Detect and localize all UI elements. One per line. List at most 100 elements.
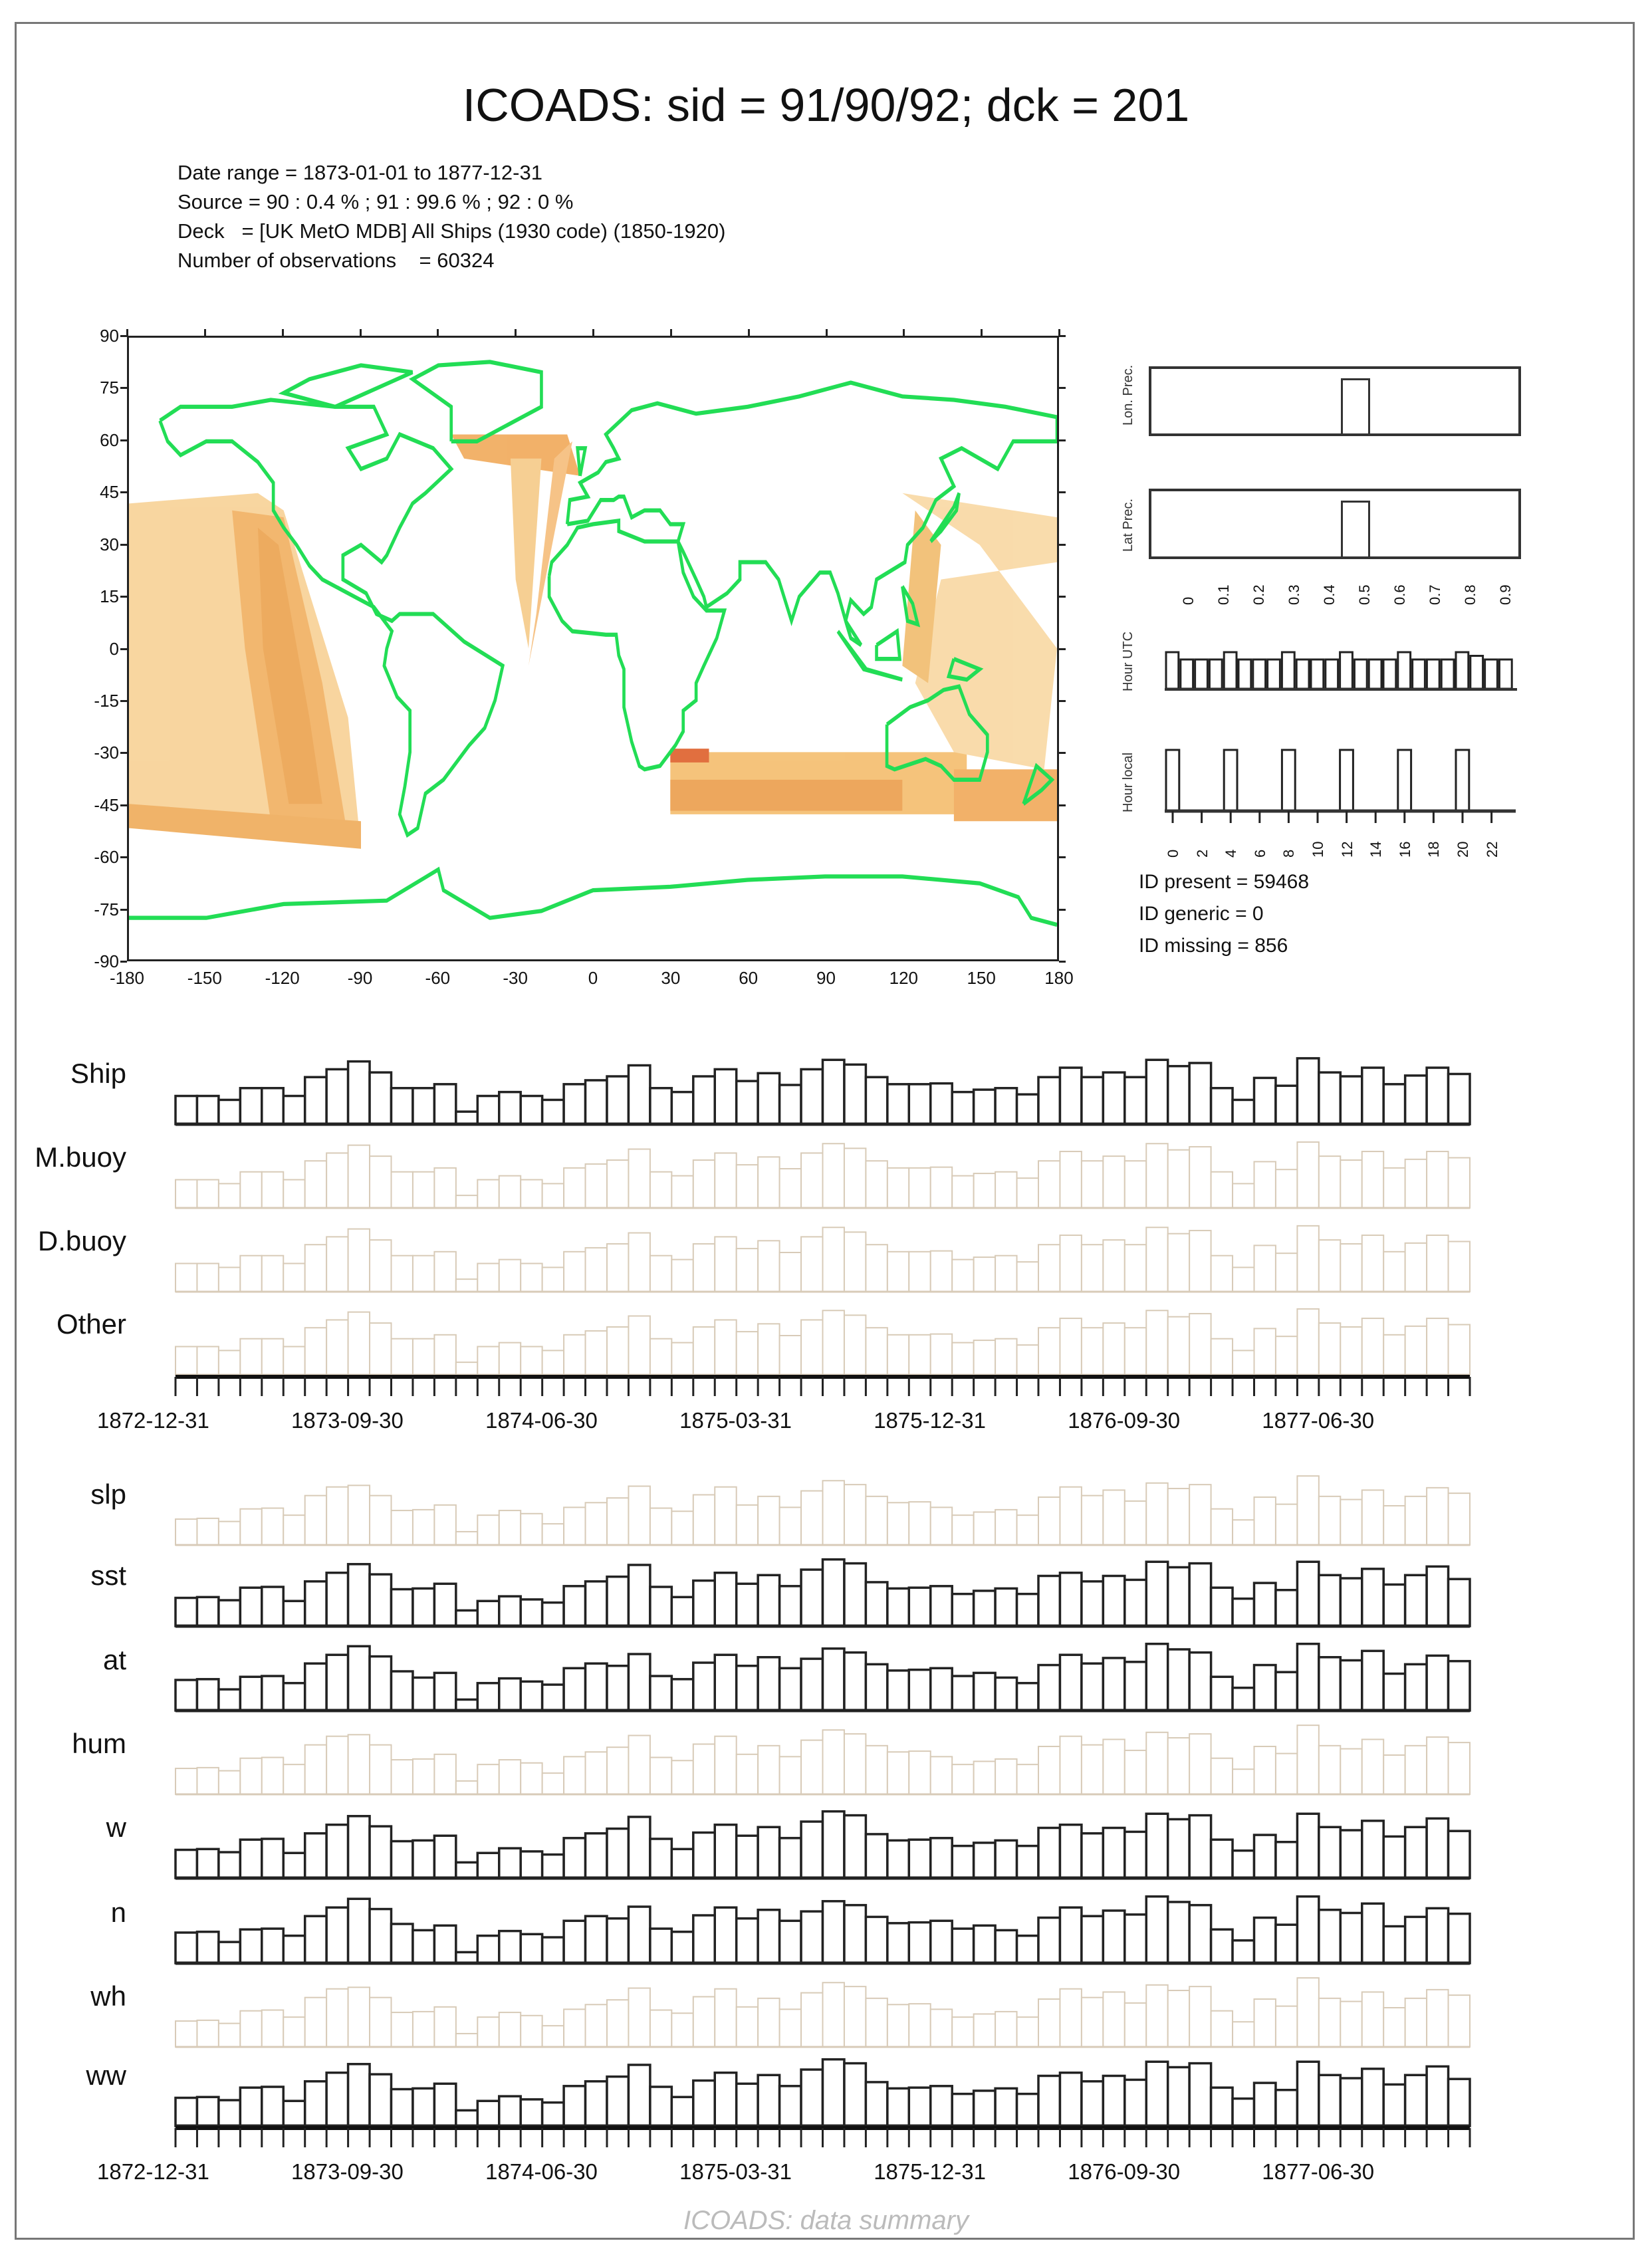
row-label-m-buoy: M.buoy: [35, 1141, 126, 1173]
map-y-tick-label: -90: [94, 951, 119, 971]
n-monthly-chart: [174, 1895, 1471, 1965]
lat-prec-label: Lat Prec.: [1121, 498, 1135, 552]
map-y-tick: [120, 752, 127, 755]
map-y-tick-label: 45: [100, 482, 119, 503]
nobs-text: Number of observations = 60324: [177, 249, 495, 272]
precision-tick-label: 0.8: [1462, 584, 1478, 605]
hour-local-chart: [1165, 749, 1516, 823]
precision-tick-label: 0.3: [1286, 584, 1302, 605]
map-y-tick-label: 0: [109, 638, 119, 659]
hour-tick-label: 0: [1165, 849, 1181, 858]
precision-tick-label: 0: [1180, 596, 1197, 605]
map-x-tick: [747, 329, 750, 336]
map-x-tick-label: 120: [889, 968, 919, 988]
map-x-tick: [903, 329, 905, 336]
hour-tick-label: 14: [1367, 841, 1385, 858]
map-x-tick: [203, 329, 206, 336]
map-y-tick: [1059, 335, 1066, 337]
map-x-tick-label: 180: [1044, 968, 1074, 988]
w-monthly-chart: [174, 1810, 1471, 1880]
map-y-tick-label: 90: [100, 326, 119, 346]
map-y-tick-label: 15: [100, 586, 119, 607]
precision-tick-label: 0.1: [1215, 584, 1232, 605]
map-y-tick-label: -75: [94, 899, 119, 919]
map-y-tick: [120, 856, 127, 859]
deck-text: Deck = [UK MetO MDB] All Ships (1930 cod…: [177, 219, 726, 243]
precision-tick-label: 0.9: [1497, 584, 1514, 605]
row-label-sst: sst: [90, 1560, 126, 1591]
map-x-tick-label: -120: [265, 968, 300, 988]
date-tick-label: 1873-09-30: [291, 2159, 404, 2184]
lat-prec-panel: [1149, 489, 1521, 559]
map-y-tick: [120, 908, 127, 911]
precision-tick-label: 0.2: [1250, 584, 1267, 605]
slp-monthly-chart: [175, 1475, 1471, 1546]
id-present-text: ID present = 59468: [1139, 871, 1310, 893]
footer-caption: ICOADS: data summary: [683, 2206, 969, 2235]
hour-tick-label: 12: [1338, 841, 1356, 858]
date-tick-label: 1875-12-31: [874, 1408, 986, 1433]
map-x-tick-label: -150: [187, 968, 222, 988]
map-y-tick: [1059, 699, 1066, 702]
date-axis: [174, 1375, 1471, 1396]
map-y-tick: [120, 961, 127, 963]
map-y-tick: [1059, 752, 1066, 755]
map-y-tick: [120, 699, 127, 702]
date-tick-label: 1874-06-30: [485, 2159, 598, 2184]
map-y-tick: [1059, 908, 1066, 911]
lat-prec-bar: [1341, 501, 1370, 556]
map-y-tick-label: 60: [100, 429, 119, 450]
map-y-tick: [1059, 491, 1066, 494]
map-y-tick: [1059, 543, 1066, 546]
figure-frame: [15, 22, 1635, 2240]
row-label-d-buoy: D.buoy: [37, 1225, 126, 1256]
map-x-tick: [981, 329, 983, 336]
map-y-tick: [1059, 387, 1066, 390]
map-x-tick: [126, 329, 128, 336]
other-monthly-chart: [175, 1308, 1471, 1376]
at-monthly-chart: [174, 1642, 1471, 1713]
map-y-tick: [1059, 439, 1066, 441]
row-label-wh: wh: [90, 1980, 126, 2012]
map-y-tick-label: 75: [100, 378, 119, 398]
hour-tick-label: 2: [1193, 849, 1211, 858]
map-x-tick: [515, 329, 517, 336]
map-x-tick-label: -90: [347, 968, 373, 988]
date-tick-label: 1873-09-30: [291, 1408, 404, 1433]
lon-prec-bar: [1341, 378, 1370, 433]
map-y-tick: [1059, 856, 1066, 859]
map-x-tick-label: 90: [816, 968, 836, 988]
hour-tick-label: 22: [1483, 841, 1500, 858]
date-tick-label: 1875-12-31: [874, 2159, 986, 2184]
precision-tick-label: 0.4: [1321, 584, 1338, 605]
date-tick-label: 1877-06-30: [1262, 1408, 1375, 1433]
hour-tick-label: 6: [1251, 849, 1268, 858]
row-label-other: Other: [56, 1308, 126, 1340]
precision-tick-label: 0.7: [1427, 584, 1443, 605]
map-x-tick: [1058, 329, 1060, 336]
date-tick-label: 1875-03-31: [679, 2159, 792, 2184]
precision-tick-label: 0.5: [1356, 584, 1373, 605]
map-y-tick: [120, 491, 127, 494]
date-axis: [174, 2126, 1471, 2147]
id-generic-text: ID generic = 0: [1139, 903, 1264, 925]
row-label-ww: ww: [86, 2060, 126, 2091]
map-x-tick: [281, 329, 284, 336]
date-tick-label: 1876-09-30: [1068, 1408, 1181, 1433]
figure-title: ICOADS: sid = 91/90/92; dck = 201: [462, 79, 1190, 131]
date-tick-label: 1872-12-31: [97, 1408, 209, 1433]
map-x-tick-label: 60: [739, 968, 759, 988]
map-x-tick: [437, 329, 439, 336]
hour-utc-chart: [1165, 651, 1517, 691]
map-x-tick: [359, 329, 362, 336]
lon-prec-label: Lon. Prec.: [1121, 364, 1135, 425]
date-range-text: Date range = 1873-01-01 to 1877-12-31: [177, 161, 542, 184]
map-y-tick-label: -45: [94, 794, 119, 815]
precision-tick-label: 0.6: [1391, 584, 1408, 605]
hour-tick-label: 4: [1223, 849, 1240, 858]
row-label-w: w: [106, 1812, 126, 1843]
d-buoy-monthly-chart: [175, 1225, 1471, 1293]
map-x-tick-label: 0: [588, 968, 598, 988]
map-y-tick-label: -30: [94, 743, 119, 763]
map-y-tick: [120, 648, 127, 650]
